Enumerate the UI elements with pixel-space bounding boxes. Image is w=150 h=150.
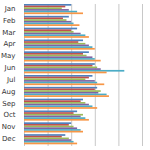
svg-text:Jun: Jun [4, 64, 16, 72]
svg-text:Jan: Jan [4, 5, 16, 13]
svg-text:Feb: Feb [3, 17, 16, 25]
svg-text:Jul: Jul [6, 76, 16, 84]
svg-text:May: May [1, 52, 15, 60]
svg-text:Apr: Apr [3, 40, 15, 48]
svg-text:Sep: Sep [2, 100, 16, 108]
svg-text:Oct: Oct [3, 111, 15, 119]
svg-text:Mar: Mar [2, 29, 15, 37]
svg-text:Aug: Aug [2, 88, 16, 96]
svg-text:Nov: Nov [2, 123, 16, 131]
svg-text:Dec: Dec [2, 135, 16, 143]
